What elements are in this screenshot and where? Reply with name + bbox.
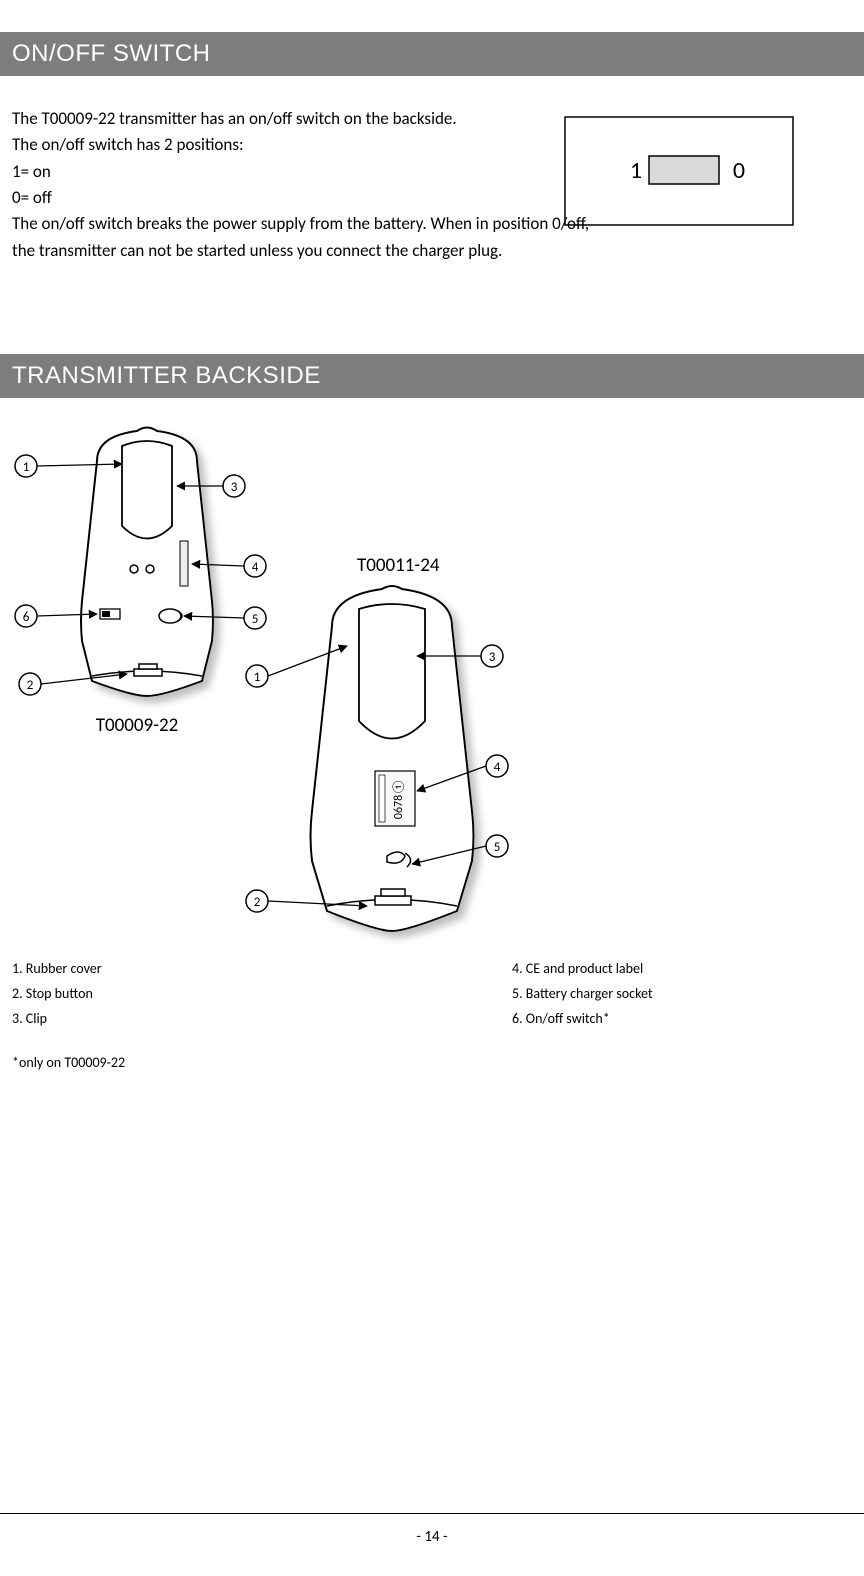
section2-body: 1 3 4 6 5 2 T00009-22 T00011-24 — [0, 398, 864, 1071]
section1-title: ON/OFF SWITCH — [12, 40, 210, 67]
section1-p3: 1= on — [12, 159, 592, 185]
section1-p4: 0= off — [12, 185, 592, 211]
device-b: 0678① — [311, 586, 474, 931]
model-b-label: T00011-24 — [357, 554, 440, 577]
svg-text:0678①: 0678① — [392, 779, 406, 819]
section-header-onoff: ON/OFF SWITCH — [0, 32, 864, 76]
svg-text:4: 4 — [252, 560, 259, 575]
legend-item: 3. Clip — [12, 1006, 472, 1031]
svg-text:2: 2 — [27, 678, 34, 693]
section1-p5: The on/off switch breaks the power suppl… — [12, 211, 592, 264]
section2-title: TRANSMITTER BACKSIDE — [12, 362, 321, 389]
svg-text:1: 1 — [23, 460, 30, 475]
svg-text:5: 5 — [494, 840, 501, 855]
transmitter-diagram: 1 3 4 6 5 2 T00009-22 T00011-24 — [12, 416, 852, 946]
svg-text:4: 4 — [494, 760, 501, 775]
legend-item: 4. CE and product label — [512, 956, 653, 981]
model-a-label: T00009-22 — [96, 714, 179, 737]
section-header-backside: TRANSMITTER BACKSIDE — [0, 354, 864, 398]
svg-text:5: 5 — [252, 612, 259, 627]
legend: 1. Rubber cover 2. Stop button 3. Clip 4… — [12, 956, 852, 1032]
device-a — [81, 428, 213, 697]
legend-item: 5. Battery charger socket — [512, 981, 653, 1006]
switch-label-0: 0 — [733, 156, 745, 185]
switch-label-1: 1 — [630, 156, 642, 185]
legend-item: 6. On/off switch* — [512, 1006, 653, 1031]
svg-text:2: 2 — [254, 895, 261, 910]
svg-text:6: 6 — [23, 610, 30, 625]
svg-text:3: 3 — [231, 480, 238, 495]
page-footer: - 14 - — [0, 1513, 864, 1546]
svg-text:1: 1 — [254, 670, 261, 685]
legend-item: 1. Rubber cover — [12, 956, 472, 981]
section1-p2: The on/off switch has 2 positions: — [12, 132, 592, 158]
switch-diagram: 1 0 — [564, 116, 794, 226]
footnote: *only on T00009-22 — [12, 1054, 852, 1071]
legend-item: 2. Stop button — [12, 981, 472, 1006]
page-number: - 14 - — [416, 1528, 447, 1546]
section1-p1: The T00009-22 transmitter has an on/off … — [12, 106, 592, 132]
section1-body: The T00009-22 transmitter has an on/off … — [0, 76, 864, 264]
svg-text:3: 3 — [489, 650, 496, 665]
